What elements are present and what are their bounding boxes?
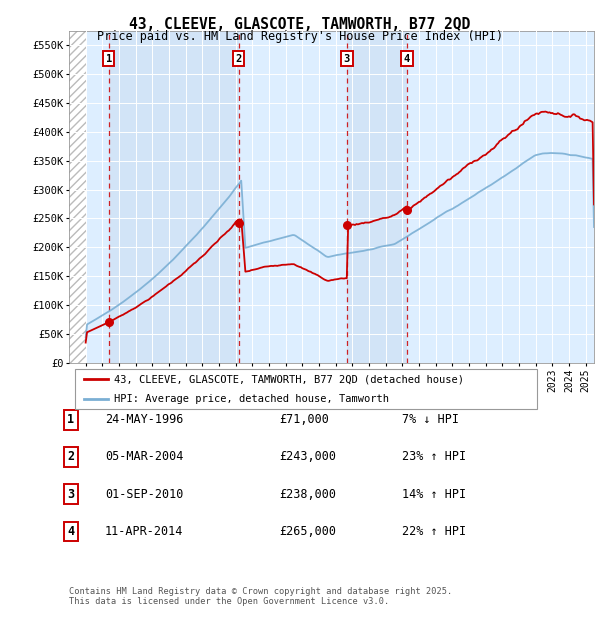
Point: [342, 221, 352, 231]
Text: Price paid vs. HM Land Registry's House Price Index (HPI): Price paid vs. HM Land Registry's House …: [97, 30, 503, 43]
Text: 23% ↑ HPI: 23% ↑ HPI: [402, 451, 466, 463]
Point: [234, 218, 244, 228]
Text: 11-APR-2014: 11-APR-2014: [105, 525, 184, 538]
Text: 4: 4: [67, 525, 74, 538]
Point: [104, 317, 113, 327]
Text: 3: 3: [344, 54, 350, 64]
Point: [402, 205, 412, 215]
Text: 01-SEP-2010: 01-SEP-2010: [105, 488, 184, 500]
Text: £238,000: £238,000: [279, 488, 336, 500]
Text: £243,000: £243,000: [279, 451, 336, 463]
Text: 05-MAR-2004: 05-MAR-2004: [105, 451, 184, 463]
Text: 14% ↑ HPI: 14% ↑ HPI: [402, 488, 466, 500]
Text: 3: 3: [67, 488, 74, 500]
Text: 24-MAY-1996: 24-MAY-1996: [105, 414, 184, 426]
Text: 2: 2: [235, 54, 242, 64]
Text: 7% ↓ HPI: 7% ↓ HPI: [402, 414, 459, 426]
Text: 2: 2: [67, 451, 74, 463]
Text: 43, CLEEVE, GLASCOTE, TAMWORTH, B77 2QD: 43, CLEEVE, GLASCOTE, TAMWORTH, B77 2QD: [130, 17, 470, 32]
Text: 22% ↑ HPI: 22% ↑ HPI: [402, 525, 466, 538]
Bar: [109, 31, 239, 363]
Text: Contains HM Land Registry data © Crown copyright and database right 2025.
This d: Contains HM Land Registry data © Crown c…: [69, 587, 452, 606]
Text: £71,000: £71,000: [279, 414, 329, 426]
Text: 1: 1: [67, 414, 74, 426]
Text: £265,000: £265,000: [279, 525, 336, 538]
Text: 4: 4: [404, 54, 410, 64]
Text: HPI: Average price, detached house, Tamworth: HPI: Average price, detached house, Tamw…: [114, 394, 389, 404]
Text: 1: 1: [106, 54, 112, 64]
Bar: [347, 31, 407, 363]
Text: 43, CLEEVE, GLASCOTE, TAMWORTH, B77 2QD (detached house): 43, CLEEVE, GLASCOTE, TAMWORTH, B77 2QD …: [114, 374, 464, 384]
